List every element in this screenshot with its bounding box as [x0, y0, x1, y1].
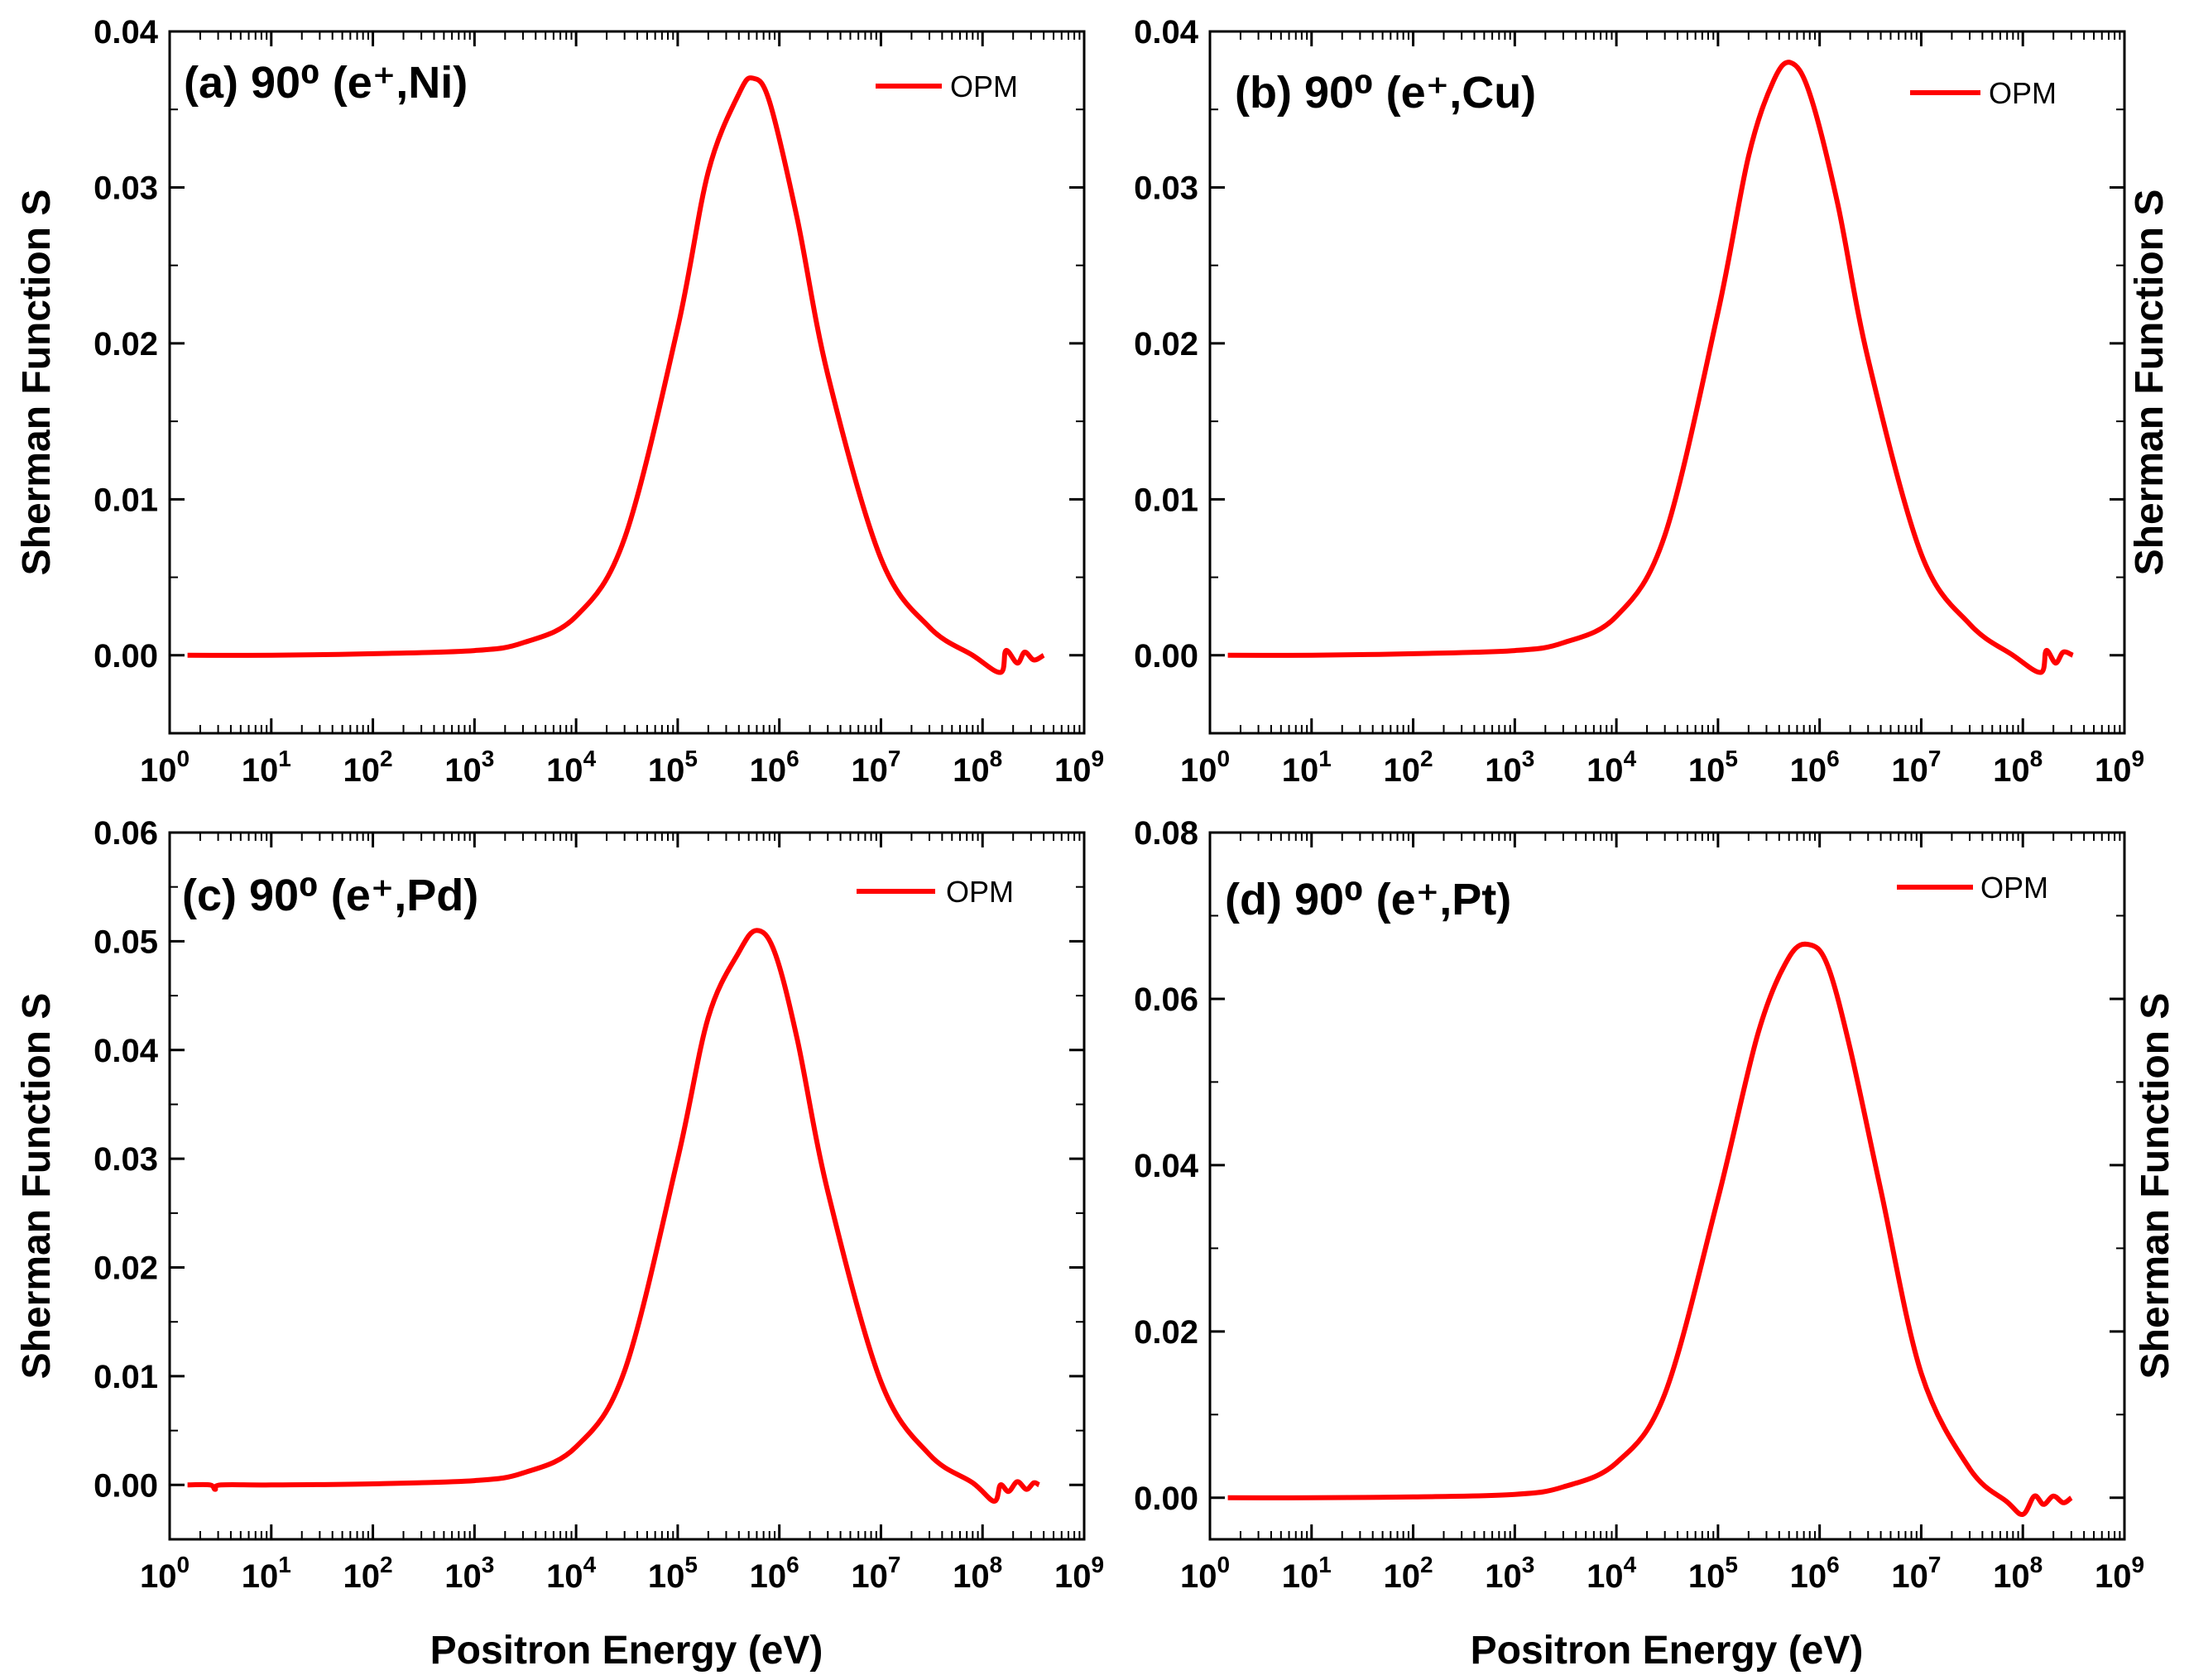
- x-tick-label: 104: [546, 1552, 597, 1595]
- y-tick-label: 0.00: [94, 638, 158, 674]
- y-tick-label: 0.02: [94, 1250, 158, 1287]
- panel-title: (d) 90⁰ (e⁺,Pt): [1225, 875, 1511, 924]
- plot-frame: [1208, 831, 2126, 1541]
- x-tick-label: 102: [343, 746, 393, 789]
- x-tick-label: 101: [242, 1552, 291, 1595]
- legend-label: OPM: [1980, 871, 2048, 905]
- x-tick-label: 106: [750, 1552, 799, 1595]
- y-tick-label: 0.06: [94, 815, 158, 852]
- x-tick-label: 109: [1054, 1552, 1104, 1595]
- panel-a: 0.000.010.020.030.04 100 101 102 103 104 105 1…: [15, 14, 1104, 789]
- x-tick-label: 109: [1054, 746, 1104, 789]
- y-tick-label: 0.03: [94, 170, 158, 206]
- panel-title: (a) 90⁰ (e⁺,Ni): [184, 58, 468, 108]
- x-tick-label: 107: [851, 1552, 900, 1595]
- x-ticks: 100 101 102 103 104 105 106 107 108 109: [1180, 833, 2144, 1595]
- x-ticks: 100 101 102 103 104 105 106 107 108 109: [140, 833, 1104, 1595]
- panel-title: (b) 90⁰ (e⁺,Cu): [1235, 68, 1536, 118]
- x-tick-label: 101: [1282, 1552, 1332, 1595]
- panel-d: 0.000.020.040.060.08 100 101 102 103 104 105 1…: [1134, 815, 2177, 1673]
- y-axis-title: Sherman Function S: [2134, 993, 2177, 1380]
- opm-curve: [187, 75, 1045, 675]
- x-tick-label: 107: [851, 746, 900, 789]
- y-tick-label: 0.04: [94, 1033, 159, 1069]
- x-tick-label: 106: [1790, 746, 1840, 789]
- y-tick-label: 0.05: [94, 924, 158, 960]
- y-tick-label: 0.01: [1134, 482, 1198, 518]
- panel-b: 0.000.010.020.030.04 100 101 102 103 104 105 1…: [1134, 14, 2172, 789]
- y-tick-label: 0.04: [1134, 14, 1199, 50]
- x-axis-title: Positron Energy (eV): [1471, 1629, 1864, 1673]
- x-tick-label: 107: [1891, 1552, 1941, 1595]
- x-tick-label: 104: [1587, 746, 1637, 789]
- y-tick-label: 0.02: [1134, 326, 1198, 362]
- y-ticks: 0.00 0.01 0.02 0.03 0.04: [94, 14, 1084, 674]
- x-ticks: 100 101 102 103 104 105 106 107 108 109: [1180, 31, 2144, 789]
- x-tick-label: 105: [1688, 1552, 1738, 1595]
- y-tick-label: 0.02: [94, 326, 158, 362]
- x-tick-label: 101: [242, 746, 291, 789]
- x-tick-label: 100: [1180, 746, 1230, 789]
- y-tick-label: 0.00: [1134, 1481, 1198, 1517]
- y-axis-title: Sherman Function S: [15, 190, 59, 576]
- x-tick-label: 104: [1587, 1552, 1637, 1595]
- x-tick-label: 108: [953, 1552, 1002, 1595]
- x-tick-label: 108: [1993, 746, 2043, 789]
- x-tick-label: 103: [1485, 746, 1534, 789]
- y-tick-label: 0.00: [1134, 638, 1198, 674]
- plot-frame: [168, 30, 1086, 735]
- x-tick-label: 102: [1384, 1552, 1433, 1595]
- legend-label: OPM: [946, 875, 1014, 909]
- opm-curve: [1227, 60, 2074, 675]
- y-axis-title: Sherman Function S: [15, 993, 59, 1380]
- x-tick-label: 108: [953, 746, 1002, 789]
- x-tick-label: 103: [1485, 1552, 1534, 1595]
- y-tick-label: 0.04: [94, 14, 159, 50]
- y-tick-label: 0.00: [94, 1467, 158, 1504]
- x-tick-label: 100: [140, 746, 190, 789]
- x-tick-label: 103: [444, 746, 494, 789]
- y-ticks: 0.00 0.01 0.02 0.03 0.04 0.05 0.06: [94, 815, 1084, 1504]
- opm-curve: [187, 928, 1041, 1504]
- x-tick-label: 102: [1384, 746, 1433, 789]
- x-tick-label: 105: [1688, 746, 1738, 789]
- x-tick-label: 106: [1790, 1552, 1840, 1595]
- y-tick-label: 0.01: [94, 1359, 158, 1395]
- opm-curve: [1227, 941, 2073, 1517]
- y-tick-label: 0.03: [1134, 170, 1198, 206]
- x-tick-label: 103: [444, 1552, 494, 1595]
- x-tick-label: 100: [140, 1552, 190, 1595]
- legend-label: OPM: [1989, 76, 2057, 110]
- x-tick-label: 109: [2095, 746, 2144, 789]
- y-ticks: 0.00 0.01 0.02 0.03 0.04: [1134, 14, 2124, 674]
- y-tick-label: 0.03: [94, 1141, 158, 1178]
- x-tick-label: 102: [343, 1552, 393, 1595]
- y-tick-label: 0.02: [1134, 1314, 1198, 1351]
- x-tick-label: 104: [546, 746, 597, 789]
- x-tick-label: 105: [648, 1552, 698, 1595]
- legend-label: OPM: [950, 70, 1018, 103]
- y-tick-label: 0.01: [94, 482, 158, 518]
- y-tick-label: 0.06: [1134, 982, 1198, 1018]
- x-tick-label: 108: [1993, 1552, 2043, 1595]
- plot-frame: [168, 831, 1086, 1541]
- x-tick-label: 101: [1282, 746, 1332, 789]
- y-ticks: 0.00 0.02 0.04 0.06 0.08: [1134, 815, 2124, 1517]
- panel-title: (c) 90⁰ (e⁺,Pd): [182, 871, 478, 920]
- x-ticks: 100 101 102 103 104 105 106 107 108 109: [140, 31, 1104, 789]
- x-tick-label: 106: [750, 746, 799, 789]
- x-tick-label: 100: [1180, 1552, 1230, 1595]
- x-tick-label: 107: [1891, 746, 1941, 789]
- x-axis-title: Positron Energy (eV): [430, 1629, 823, 1673]
- plot-frame: [1208, 30, 2126, 735]
- y-tick-label: 0.08: [1134, 815, 1198, 852]
- x-tick-label: 105: [648, 746, 698, 789]
- panel-c: 0.000.010.020.030.040.050.06 100 101 102 10…: [15, 815, 1104, 1673]
- y-axis-title: Sherman Function S: [2128, 190, 2172, 576]
- x-tick-label: 109: [2095, 1552, 2144, 1595]
- y-tick-label: 0.04: [1134, 1148, 1199, 1184]
